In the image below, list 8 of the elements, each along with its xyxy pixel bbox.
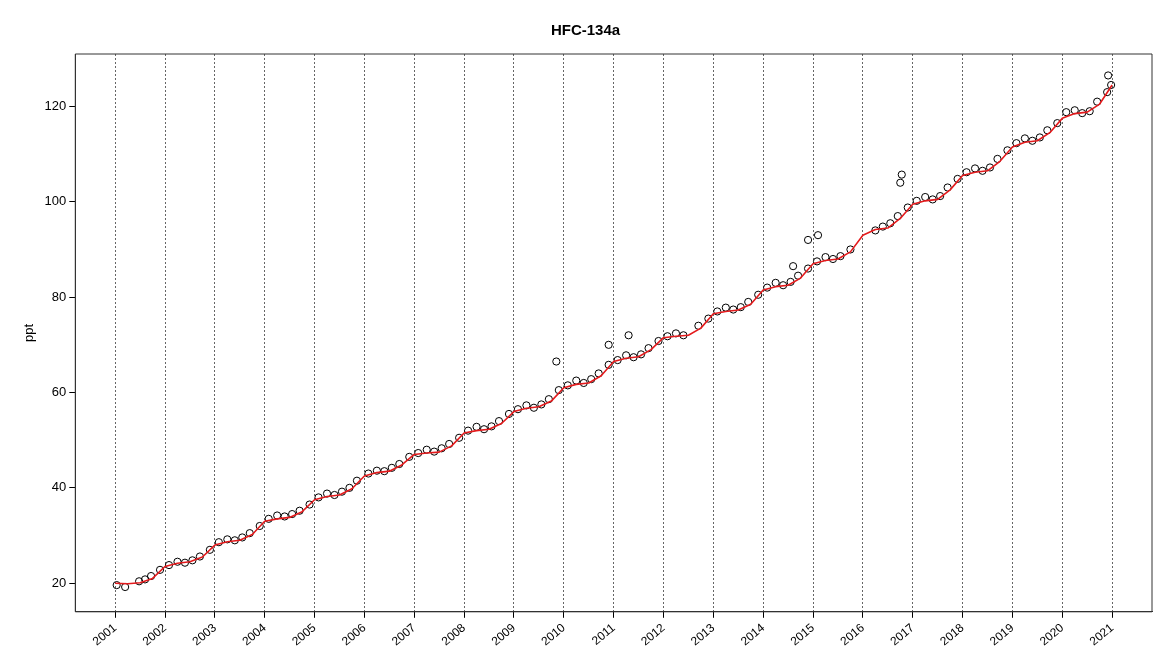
y-tick-label: 100: [44, 193, 67, 209]
y-tick-label: 120: [44, 98, 67, 114]
y-tick-label: 80: [51, 288, 67, 304]
y-tick-label: 60: [51, 384, 67, 400]
y-tick-label: 40: [51, 479, 67, 495]
y-axis-title: ppt: [21, 323, 37, 342]
chart-title: HFC-134a: [550, 21, 621, 39]
y-tick-label: 20: [51, 574, 67, 590]
